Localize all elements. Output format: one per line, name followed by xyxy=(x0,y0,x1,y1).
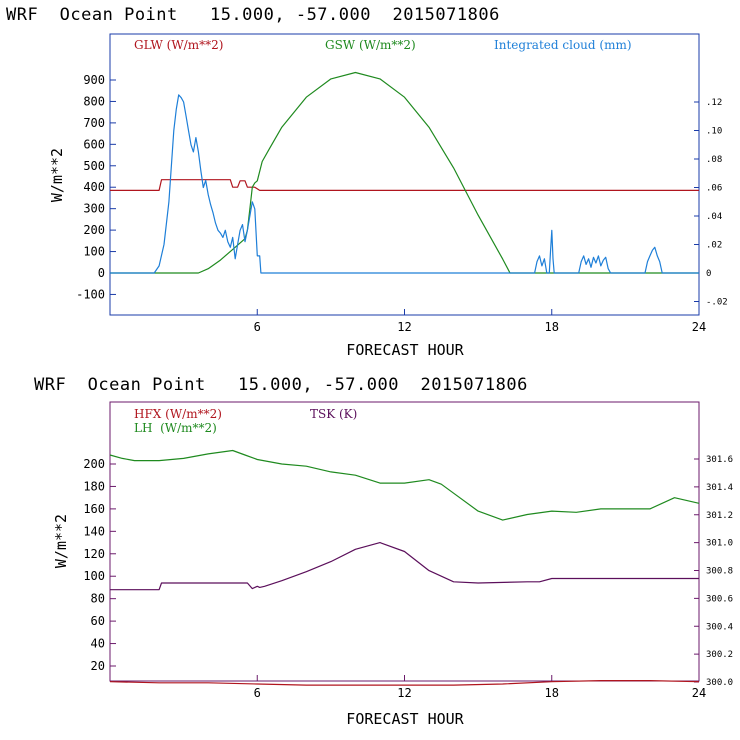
bottom-ytick-label: 80 xyxy=(91,592,105,606)
top-y-axis: -100 0 100 200 300 400 500 600 700 800 900 xyxy=(76,73,116,301)
bottom-ytick-label: 60 xyxy=(91,614,105,628)
bottom-xtick-label: 6 xyxy=(254,686,261,700)
top-y2tick-label: .08 xyxy=(706,155,722,165)
bottom-y-axis: 20 40 60 80 100 120 140 160 180 200 xyxy=(83,457,116,673)
legend-hfx: HFX (W/m**2) xyxy=(134,407,222,421)
top-ytick-label: 200 xyxy=(83,223,105,237)
top-ytick-label: -100 xyxy=(76,287,105,301)
bottom-y2tick-label: 300.4 xyxy=(706,622,733,632)
top-ytick-label: 100 xyxy=(83,245,105,259)
top-legend: GLW (W/m**2) GSW (W/m**2) Integrated clo… xyxy=(134,38,632,52)
top-ytick-label: 500 xyxy=(83,159,105,173)
bottom-y2tick-label: 301.6 xyxy=(706,455,733,465)
bottom-ytick-label: 120 xyxy=(83,547,105,561)
bottom-ytick-label: 180 xyxy=(83,479,105,493)
bottom-panel: WRF Ocean Point 15.000, -57.000 20150718… xyxy=(34,375,733,728)
bottom-title: WRF Ocean Point 15.000, -57.000 20150718… xyxy=(34,375,528,395)
top-xtick-label: 12 xyxy=(397,320,411,334)
legend-glw: GLW (W/m**2) xyxy=(134,38,223,52)
bottom-x-axis: 6 12 18 24 xyxy=(254,675,706,700)
top-xtick-label: 24 xyxy=(692,320,706,334)
bottom-xtick-label: 18 xyxy=(545,686,559,700)
bottom-xlabel: FORECAST HOUR xyxy=(346,710,464,728)
top-y2tick-label: 0 xyxy=(706,269,711,279)
legend-lh: LH (W/m**2) xyxy=(134,421,217,435)
bottom-ytick-label: 40 xyxy=(91,637,105,651)
bottom-series-line-tsk xyxy=(110,541,699,591)
bottom-xtick-label: 12 xyxy=(397,686,411,700)
top-y2tick-label: .04 xyxy=(706,212,722,222)
bottom-ytick-label: 140 xyxy=(83,524,105,538)
bottom-y2tick-label: 301.4 xyxy=(706,483,733,493)
bottom-series-line-hfx xyxy=(109,679,700,686)
bottom-y2tick-label: 300.6 xyxy=(706,594,733,604)
top-y2tick-label: .06 xyxy=(706,184,722,194)
top-title: WRF Ocean Point 15.000, -57.000 20150718… xyxy=(6,5,500,25)
bottom-y2tick-label: 300.2 xyxy=(706,650,733,660)
top-panel: WRF Ocean Point 15.000, -57.000 20150718… xyxy=(6,5,728,359)
legend-gsw: GSW (W/m**2) xyxy=(325,38,416,52)
top-y2tick-label: .10 xyxy=(706,127,722,137)
top-ytick-label: 800 xyxy=(83,94,105,108)
bottom-ylabel: W/m**2 xyxy=(52,514,70,568)
top-y2-axis: -.02 0 .02 .04 .06 .08 .10 .12 xyxy=(694,98,728,308)
top-xtick-label: 6 xyxy=(254,320,261,334)
bottom-ytick-label: 160 xyxy=(83,502,105,516)
bottom-y2tick-label: 301.2 xyxy=(706,511,733,521)
bottom-xtick-label: 24 xyxy=(692,686,706,700)
top-series xyxy=(110,71,699,274)
top-series-line-gsw xyxy=(110,71,699,274)
top-ytick-label: 400 xyxy=(83,180,105,194)
top-y2tick-label: -.02 xyxy=(706,298,728,308)
top-xtick-label: 18 xyxy=(545,320,559,334)
top-series-line-integrated xyxy=(110,94,699,274)
top-ytick-label: 0 xyxy=(98,266,105,280)
legend-tsk: TSK (K) xyxy=(310,407,357,421)
top-series-line-glw xyxy=(110,179,699,191)
top-y2tick-label: .02 xyxy=(706,241,722,251)
top-xlabel: FORECAST HOUR xyxy=(346,341,464,359)
top-ytick-label: 300 xyxy=(83,202,105,216)
top-x-axis: 6 12 18 24 xyxy=(254,309,706,334)
bottom-series xyxy=(109,449,700,686)
bottom-y2tick-label: 300.8 xyxy=(706,567,733,577)
top-ytick-label: 700 xyxy=(83,116,105,130)
bottom-y2-axis: 300.0 300.2 300.4 300.6 300.8 301.0 301.2 301.4… xyxy=(694,455,733,688)
bottom-ytick-label: 100 xyxy=(83,569,105,583)
bottom-ytick-label: 20 xyxy=(91,659,105,673)
top-ylabel: W/m**2 xyxy=(48,148,66,202)
bottom-ytick-label: 200 xyxy=(83,457,105,471)
top-ytick-label: 900 xyxy=(83,73,105,87)
top-y2tick-label: .12 xyxy=(706,98,722,108)
bottom-series-line-lh xyxy=(109,449,700,521)
bottom-y2tick-label: 301.0 xyxy=(706,539,733,549)
top-ytick-label: 600 xyxy=(83,137,105,151)
bottom-plot-frame xyxy=(109,401,700,682)
bottom-legend: HFX (W/m**2) LH (W/m**2) TSK (K) xyxy=(134,407,357,435)
legend-integrated-cloud: Integrated cloud (mm) xyxy=(494,38,632,52)
bottom-y2tick-label: 300.0 xyxy=(706,678,733,688)
